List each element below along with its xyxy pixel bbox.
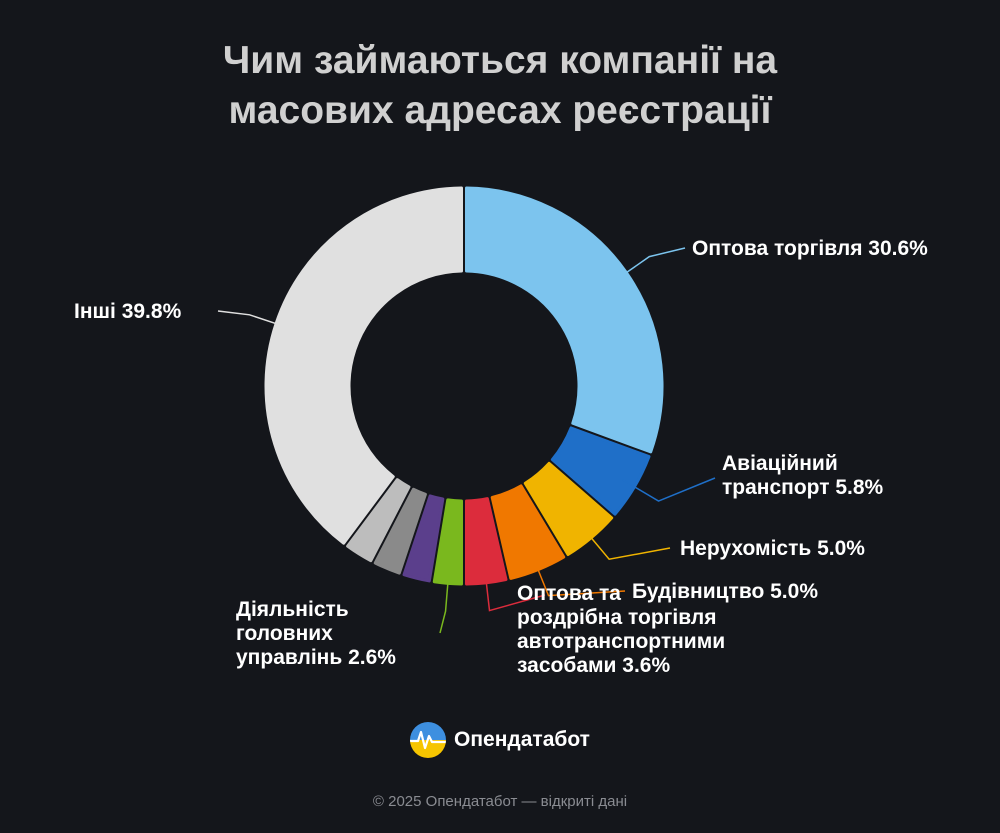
chart-title-line-2: масових адресах реєстрації [228,89,772,132]
chart-title-line-1: Чим займаються компанії на [222,39,778,82]
brand: Опендатабот [0,722,1000,758]
slice-label-real-estate: Нерухомість 5.0% [680,537,865,560]
slice-construction [490,484,566,580]
opendatabot-logo-icon [410,722,447,758]
chart-title: Чим займаються компанії на масових адрес… [0,36,1000,136]
slice-label-motor-vehicle-trade: Оптова та роздрібна торгівля автотранспо… [517,582,726,677]
leader-line-motor-vehicle-trade [484,568,546,612]
leader-line-wholesale [614,247,686,282]
leader-line-real-estate [581,526,671,561]
slice-label-construction: Будівництво 5.0% [632,580,818,603]
brand-name: Опендатабот [454,728,590,751]
slice-real-estate [523,461,614,556]
leader-line-head-offices [439,569,450,634]
slice-motor-vehicle-trade [465,497,508,586]
leader-line-air-transport [621,477,716,502]
slice-label-others: Інші 39.8% [74,300,182,323]
slice-air-transport [550,426,651,516]
slice-head-offices [432,498,463,586]
slice-label-head-offices: Діяльність головних управлінь 2.6% [236,598,396,669]
slice-others [264,186,463,545]
slice-label-wholesale: Оптова торгівля 30.6% [692,237,928,260]
leader-line-construction [532,556,626,597]
slice-other-3 [346,478,411,563]
slice-label-air-transport: Авіаційний транспорт 5.8% [722,452,884,499]
slice-other-1 [402,494,445,583]
slice-wholesale [465,186,664,454]
footer-copyright: © 2025 Опендатабот — відкриті дані [372,793,628,810]
slice-other-2 [373,487,427,575]
leader-line-others [217,310,290,329]
